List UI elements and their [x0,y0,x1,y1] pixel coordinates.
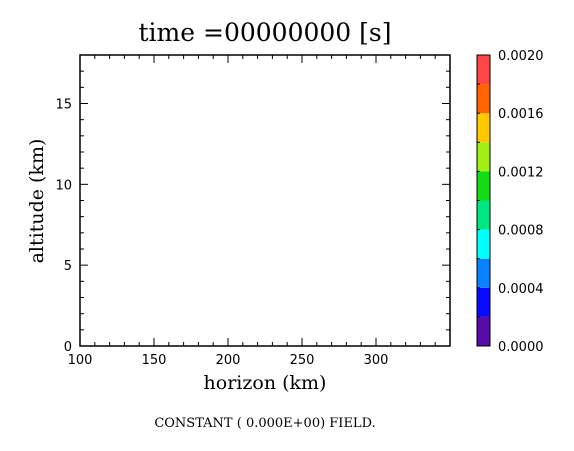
colorbar-segment [477,200,490,230]
colorbar: 0.0000 0.0004 0.0008 0.0012 0.0016 0.0020 [476,49,544,355]
colorbar-segment [477,113,490,143]
colorbar-segment [477,287,490,317]
field-caption: CONSTANT ( 0.000E+00) FIELD. [154,416,375,431]
x-tick-label: 300 [364,353,389,368]
colorbar-segment [477,171,490,201]
colorbar-segment [477,84,490,114]
colorbar-segment [477,229,490,259]
y-tick-label: 5 [64,259,72,274]
x-axis-ticks: 100 150 200 250 300 [68,55,451,368]
colorbar-tick-label: 0.0000 [498,340,544,355]
colorbar-tick-label: 0.0004 [498,282,544,297]
y-tick-label: 15 [55,98,72,113]
y-axis-label: altitude (km) [26,139,48,264]
colorbar-segment [477,55,490,85]
x-axis-label: horizon (km) [204,372,327,394]
colorbar-tick-label: 0.0008 [498,224,544,239]
x-tick-label: 150 [142,353,167,368]
colorbar-ticks: 0.0000 0.0004 0.0008 0.0012 0.0016 0.0020 [477,49,544,355]
colorbar-segment [477,316,490,346]
x-tick-label: 100 [68,353,93,368]
colorbar-segment [477,258,490,288]
colorbar-segments [477,55,490,346]
colorbar-tick-label: 0.0012 [498,165,544,180]
colorbar-tick-label: 0.0016 [498,107,544,122]
colorbar-tick-label: 0.0020 [498,49,544,64]
x-tick-label: 200 [216,353,241,368]
y-tick-label: 0 [64,340,72,355]
chart-title: time =00000000 [s] [139,18,392,47]
plot-area: 100 150 200 250 300 0 5 10 15 [55,54,451,368]
x-tick-label: 250 [290,353,315,368]
y-tick-label: 10 [55,178,72,193]
plot-frame [79,54,451,347]
colorbar-segment [477,142,490,172]
y-axis-ticks: 0 5 10 15 [55,54,450,355]
